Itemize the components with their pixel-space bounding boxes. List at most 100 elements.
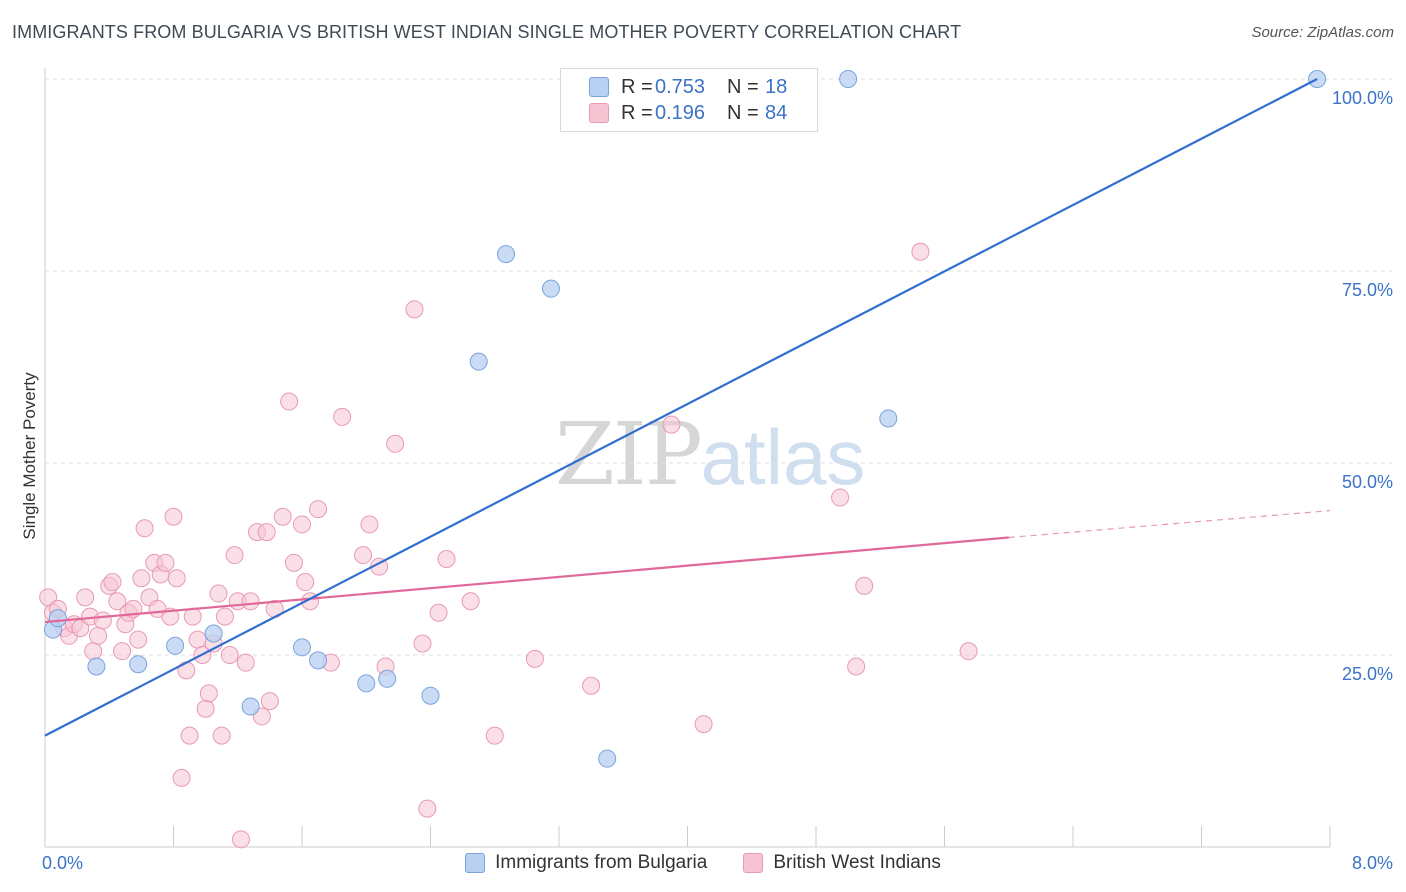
- data-point-bwi: [260, 692, 279, 711]
- data-point-bwi: [429, 603, 448, 622]
- data-point-bwi: [199, 684, 218, 703]
- trendline-bulgaria: [44, 78, 1318, 737]
- data-point-bwi: [525, 649, 544, 668]
- data-point-bwi: [108, 592, 127, 611]
- data-point-bwi: [196, 699, 215, 718]
- data-point-bwi: [132, 569, 151, 588]
- legend-r-label: R =: [621, 75, 653, 98]
- data-point-bwi: [959, 642, 978, 661]
- y-tick-label: 75.0%: [1342, 280, 1393, 300]
- data-point-bulgaria: [166, 636, 185, 655]
- data-point-bwi: [418, 799, 437, 818]
- data-point-bwi: [89, 626, 108, 645]
- data-point-bulgaria: [421, 686, 440, 705]
- data-point-bulgaria: [879, 409, 898, 428]
- data-point-bwi: [167, 569, 186, 588]
- data-point-bulgaria: [839, 70, 858, 88]
- legend-swatch-bwi: [743, 853, 764, 873]
- data-point-bulgaria: [598, 749, 617, 768]
- data-point-bwi: [296, 573, 315, 592]
- y-tick-label: 100.0%: [1332, 88, 1393, 108]
- data-point-bwi: [220, 646, 239, 664]
- legend-swatch-bwi: [589, 103, 609, 123]
- data-point-bwi: [461, 592, 480, 611]
- data-point-bwi: [280, 392, 299, 411]
- data-point-bulgaria: [378, 669, 397, 688]
- data-point-bulgaria: [87, 657, 106, 676]
- data-point-bwi: [831, 488, 850, 507]
- data-point-bwi: [135, 519, 154, 538]
- data-point-bulgaria: [204, 624, 223, 643]
- data-point-bwi: [177, 661, 196, 680]
- stats-legend: R = 0.753 N = 18 R = 0.196 N = 84: [560, 68, 818, 132]
- data-point-bwi: [164, 507, 183, 526]
- source-label: Source: ZipAtlas.com: [1251, 24, 1394, 41]
- data-point-bwi: [413, 634, 432, 653]
- data-point-bwi: [309, 500, 328, 519]
- legend-n-value: 84: [765, 101, 788, 124]
- chart-title: IMMIGRANTS FROM BULGARIA VS BRITISH WEST…: [12, 22, 962, 42]
- data-point-bwi: [225, 546, 244, 565]
- legend-item-bulgaria: Immigrants from Bulgaria: [465, 852, 707, 874]
- data-point-bulgaria: [496, 245, 515, 264]
- legend-label-bulgaria: Immigrants from Bulgaria: [495, 852, 708, 873]
- data-point-bwi: [156, 553, 175, 572]
- data-point-bwi: [437, 550, 456, 568]
- data-point-bwi: [386, 434, 405, 453]
- trendline-bwi-extension: [1008, 510, 1331, 539]
- data-point-bwi: [84, 642, 103, 661]
- legend-label-bwi: British West Indians: [773, 852, 941, 873]
- data-point-bulgaria: [129, 655, 148, 674]
- data-point-bwi: [855, 576, 874, 595]
- data-point-bwi: [333, 407, 352, 426]
- data-point-bulgaria: [469, 352, 488, 371]
- data-point-bwi: [76, 588, 95, 607]
- data-point-bwi: [215, 607, 234, 626]
- legend-r-label: R =: [621, 101, 653, 124]
- data-point-bwi: [209, 584, 228, 603]
- legend-n-label: N =: [727, 75, 759, 98]
- legend-swatch-bulgaria: [589, 77, 609, 97]
- data-point-bwi: [293, 515, 311, 534]
- x-tick-label: 0.0%: [42, 853, 83, 873]
- data-point-bulgaria: [357, 674, 376, 693]
- data-point-bwi: [354, 546, 373, 565]
- data-point-bwi: [241, 592, 260, 611]
- data-point-bwi: [694, 715, 713, 734]
- data-point-bwi: [180, 726, 199, 745]
- data-point-bwi: [231, 830, 250, 849]
- legend-r-value: 0.196: [655, 101, 706, 124]
- data-point-bwi: [183, 607, 202, 626]
- legend-n-label: N =: [727, 101, 759, 124]
- legend-swatch-bulgaria: [465, 853, 486, 873]
- data-point-bwi: [273, 507, 292, 526]
- data-point-bulgaria: [293, 638, 311, 657]
- data-point-bwi: [252, 707, 271, 726]
- data-point-bwi: [405, 300, 424, 319]
- data-point-bwi: [188, 630, 207, 649]
- data-point-bulgaria: [48, 609, 67, 628]
- data-point-bwi: [662, 415, 681, 434]
- data-point-bwi: [582, 676, 601, 695]
- x-tick-label: 8.0%: [1352, 853, 1393, 873]
- legend-item-bwi: British West Indians: [743, 852, 941, 874]
- y-axis-label: Single Mother Poverty: [20, 372, 39, 540]
- y-tick-label: 25.0%: [1342, 664, 1393, 684]
- data-point-bwi: [93, 611, 112, 630]
- data-point-bulgaria: [241, 697, 260, 716]
- data-point-bwi: [212, 726, 231, 745]
- y-tick-label: 50.0%: [1342, 472, 1393, 492]
- data-point-bwi: [113, 642, 132, 661]
- data-point-bwi: [103, 573, 122, 592]
- data-point-bwi: [257, 523, 276, 542]
- data-point-bwi: [360, 515, 379, 534]
- data-point-bwi: [236, 653, 255, 672]
- data-point-bwi: [172, 768, 191, 787]
- data-point-bwi: [129, 630, 148, 649]
- trendline-bwi: [44, 536, 1009, 624]
- data-point-bulgaria: [309, 651, 328, 670]
- legend-r-value: 0.753: [655, 75, 706, 98]
- data-point-bwi: [911, 242, 930, 261]
- data-point-bwi: [284, 553, 303, 572]
- data-point-bulgaria: [541, 279, 560, 298]
